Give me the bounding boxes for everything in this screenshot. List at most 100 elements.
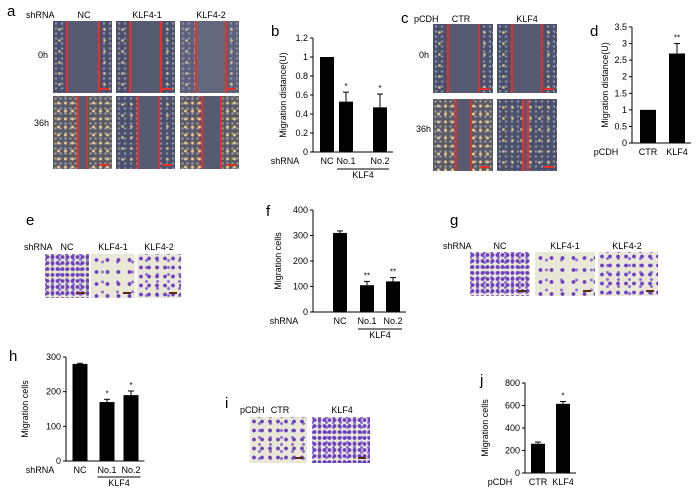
- transwell-image-klf4-1: [91, 254, 135, 298]
- y-tick-label-h: 0: [56, 456, 61, 466]
- panel-label-c: c: [401, 10, 409, 27]
- y-tick-label-d: 0: [622, 138, 627, 148]
- y-tick-label-f: 0: [303, 307, 308, 317]
- wound-image-ctr-36h: [433, 99, 493, 171]
- panel-label-h: h: [9, 348, 17, 365]
- y-tick-label-j: 600: [505, 401, 520, 411]
- group-label-f: KLF4: [369, 330, 391, 340]
- x-prefix-j: pCDH: [488, 477, 513, 487]
- transwell-image-klf4-2: [137, 254, 181, 298]
- panel-g-col-nc: NC: [493, 241, 507, 251]
- y-tick-label-f: 400: [293, 205, 308, 215]
- significance-mark-h-2: *: [129, 381, 132, 390]
- significance-mark-j-1: *: [561, 392, 564, 401]
- bar-b-0: [320, 57, 334, 152]
- panel-c-row-0h: 0h: [419, 50, 430, 60]
- x-prefix-b: shRNA: [271, 156, 300, 166]
- significance-mark-h-1: *: [105, 389, 108, 398]
- panel-a-col-klf4-1: KLF4-1: [132, 10, 162, 20]
- panel-c-col-ctr: CTR: [451, 14, 471, 24]
- y-tick-label-d: 2: [622, 72, 627, 82]
- x-prefix-d: pCDH: [594, 147, 619, 157]
- significance-mark-b-1: *: [344, 82, 347, 91]
- y-tick-label-j: 800: [505, 378, 520, 388]
- panel-e-col-klf4-2: KLF4-2: [144, 242, 174, 252]
- panel-label-g: g: [450, 212, 459, 229]
- y-tick-label-b: 0.2: [295, 128, 308, 138]
- wound-image-klf4-1-0h: [116, 21, 175, 93]
- y-tick-label-b: 0: [303, 147, 308, 157]
- significance-mark-f-1: **: [364, 271, 370, 280]
- y-tick-label-b: 1.2: [295, 33, 308, 43]
- transwell-image-nc: [45, 254, 89, 298]
- bar-f-0: [333, 232, 347, 312]
- x-tick-label-j-0: CTR: [529, 477, 548, 487]
- wound-image-klf4-2-36h: [180, 96, 239, 169]
- wound-image-nc-0h: [53, 21, 112, 93]
- x-tick-label-h-0: NC: [74, 465, 87, 475]
- y-axis-label-h: Migration cells: [20, 380, 30, 438]
- significance-mark-b-2: *: [378, 84, 381, 93]
- y-tick-label-d: 1: [622, 105, 627, 115]
- wound-image-klf4-0h: [497, 24, 557, 93]
- x-tick-label-b-2: No.2: [370, 156, 389, 166]
- x-prefix-h: shRNA: [26, 465, 55, 475]
- bar-f-2: [386, 281, 400, 312]
- panel-a-col-klf4-2: KLF4-2: [196, 10, 226, 20]
- y-tick-label-f: 300: [293, 231, 308, 241]
- bar-h-1: [99, 402, 115, 461]
- x-tick-label-f-1: No.1: [357, 316, 376, 326]
- bar-b-1: [339, 101, 353, 152]
- panel-g-col-klf4-1: KLF4-1: [550, 241, 580, 251]
- transwell-image-g-nc: [470, 252, 530, 296]
- bar-b-2: [373, 107, 387, 152]
- panel-e-col-klf4-1: KLF4-1: [98, 242, 128, 252]
- wound-image-nc-36h: [53, 96, 112, 169]
- panel-label-e: e: [26, 212, 35, 229]
- panel-label-j: j: [479, 372, 483, 389]
- y-tick-label-d: 3: [622, 39, 627, 49]
- group-label-h: KLF4: [108, 478, 130, 488]
- y-tick-label-j: 200: [505, 446, 520, 456]
- x-tick-label-b-0: NC: [321, 156, 334, 166]
- y-tick-label-b: 0.4: [295, 109, 308, 119]
- bar-d-1: [669, 53, 685, 144]
- panel-e-col-nc: NC: [60, 242, 74, 252]
- panel-label-d: d: [590, 23, 598, 40]
- panel-label-a: a: [7, 3, 16, 20]
- panel-c-prefix: pCDH: [414, 14, 439, 24]
- significance-mark-f-2: **: [390, 268, 396, 277]
- group-label-b: KLF4: [352, 170, 374, 180]
- y-tick-label-j: 400: [505, 423, 520, 433]
- transwell-image-g-klf4-1: [535, 252, 595, 296]
- transwell-image-klf4: [312, 417, 370, 463]
- y-tick-label-d: 3.5: [614, 22, 627, 32]
- y-tick-label-d: 1.5: [614, 88, 627, 98]
- significance-mark-d-1: **: [674, 34, 680, 43]
- bar-d-0: [640, 109, 656, 143]
- wound-image-klf4-36h: [497, 99, 557, 171]
- panel-label-b: b: [271, 23, 279, 40]
- y-tick-label-f: 100: [293, 282, 308, 292]
- panel-g-col-klf4-2: KLF4-2: [612, 241, 642, 251]
- panel-label-f: f: [266, 203, 271, 220]
- panel-e-prefix: shRNA: [24, 242, 53, 252]
- bar-h-2: [123, 395, 139, 461]
- wound-image-klf4-2-0h: [180, 21, 239, 93]
- panel-g-prefix: shRNA: [443, 241, 472, 251]
- panel-c-col-klf4: KLF4: [516, 14, 538, 24]
- y-axis-label-d: Migration distance(U): [600, 42, 610, 128]
- panel-a-prefix: shRNA: [26, 10, 55, 20]
- bar-h-0: [72, 363, 88, 461]
- x-tick-label-d-0: CTR: [639, 147, 658, 157]
- y-axis-label-b: Migration distance(U): [278, 52, 288, 138]
- x-tick-label-b-1: No.1: [336, 156, 355, 166]
- x-tick-label-h-2: No.2: [121, 465, 140, 475]
- x-tick-label-f-2: No.2: [383, 316, 402, 326]
- y-axis-label-j: Migration cells: [480, 399, 490, 457]
- y-tick-label-h: 300: [46, 352, 61, 362]
- x-prefix-f: shRNA: [270, 316, 299, 326]
- y-tick-label-d: 0.5: [614, 121, 627, 131]
